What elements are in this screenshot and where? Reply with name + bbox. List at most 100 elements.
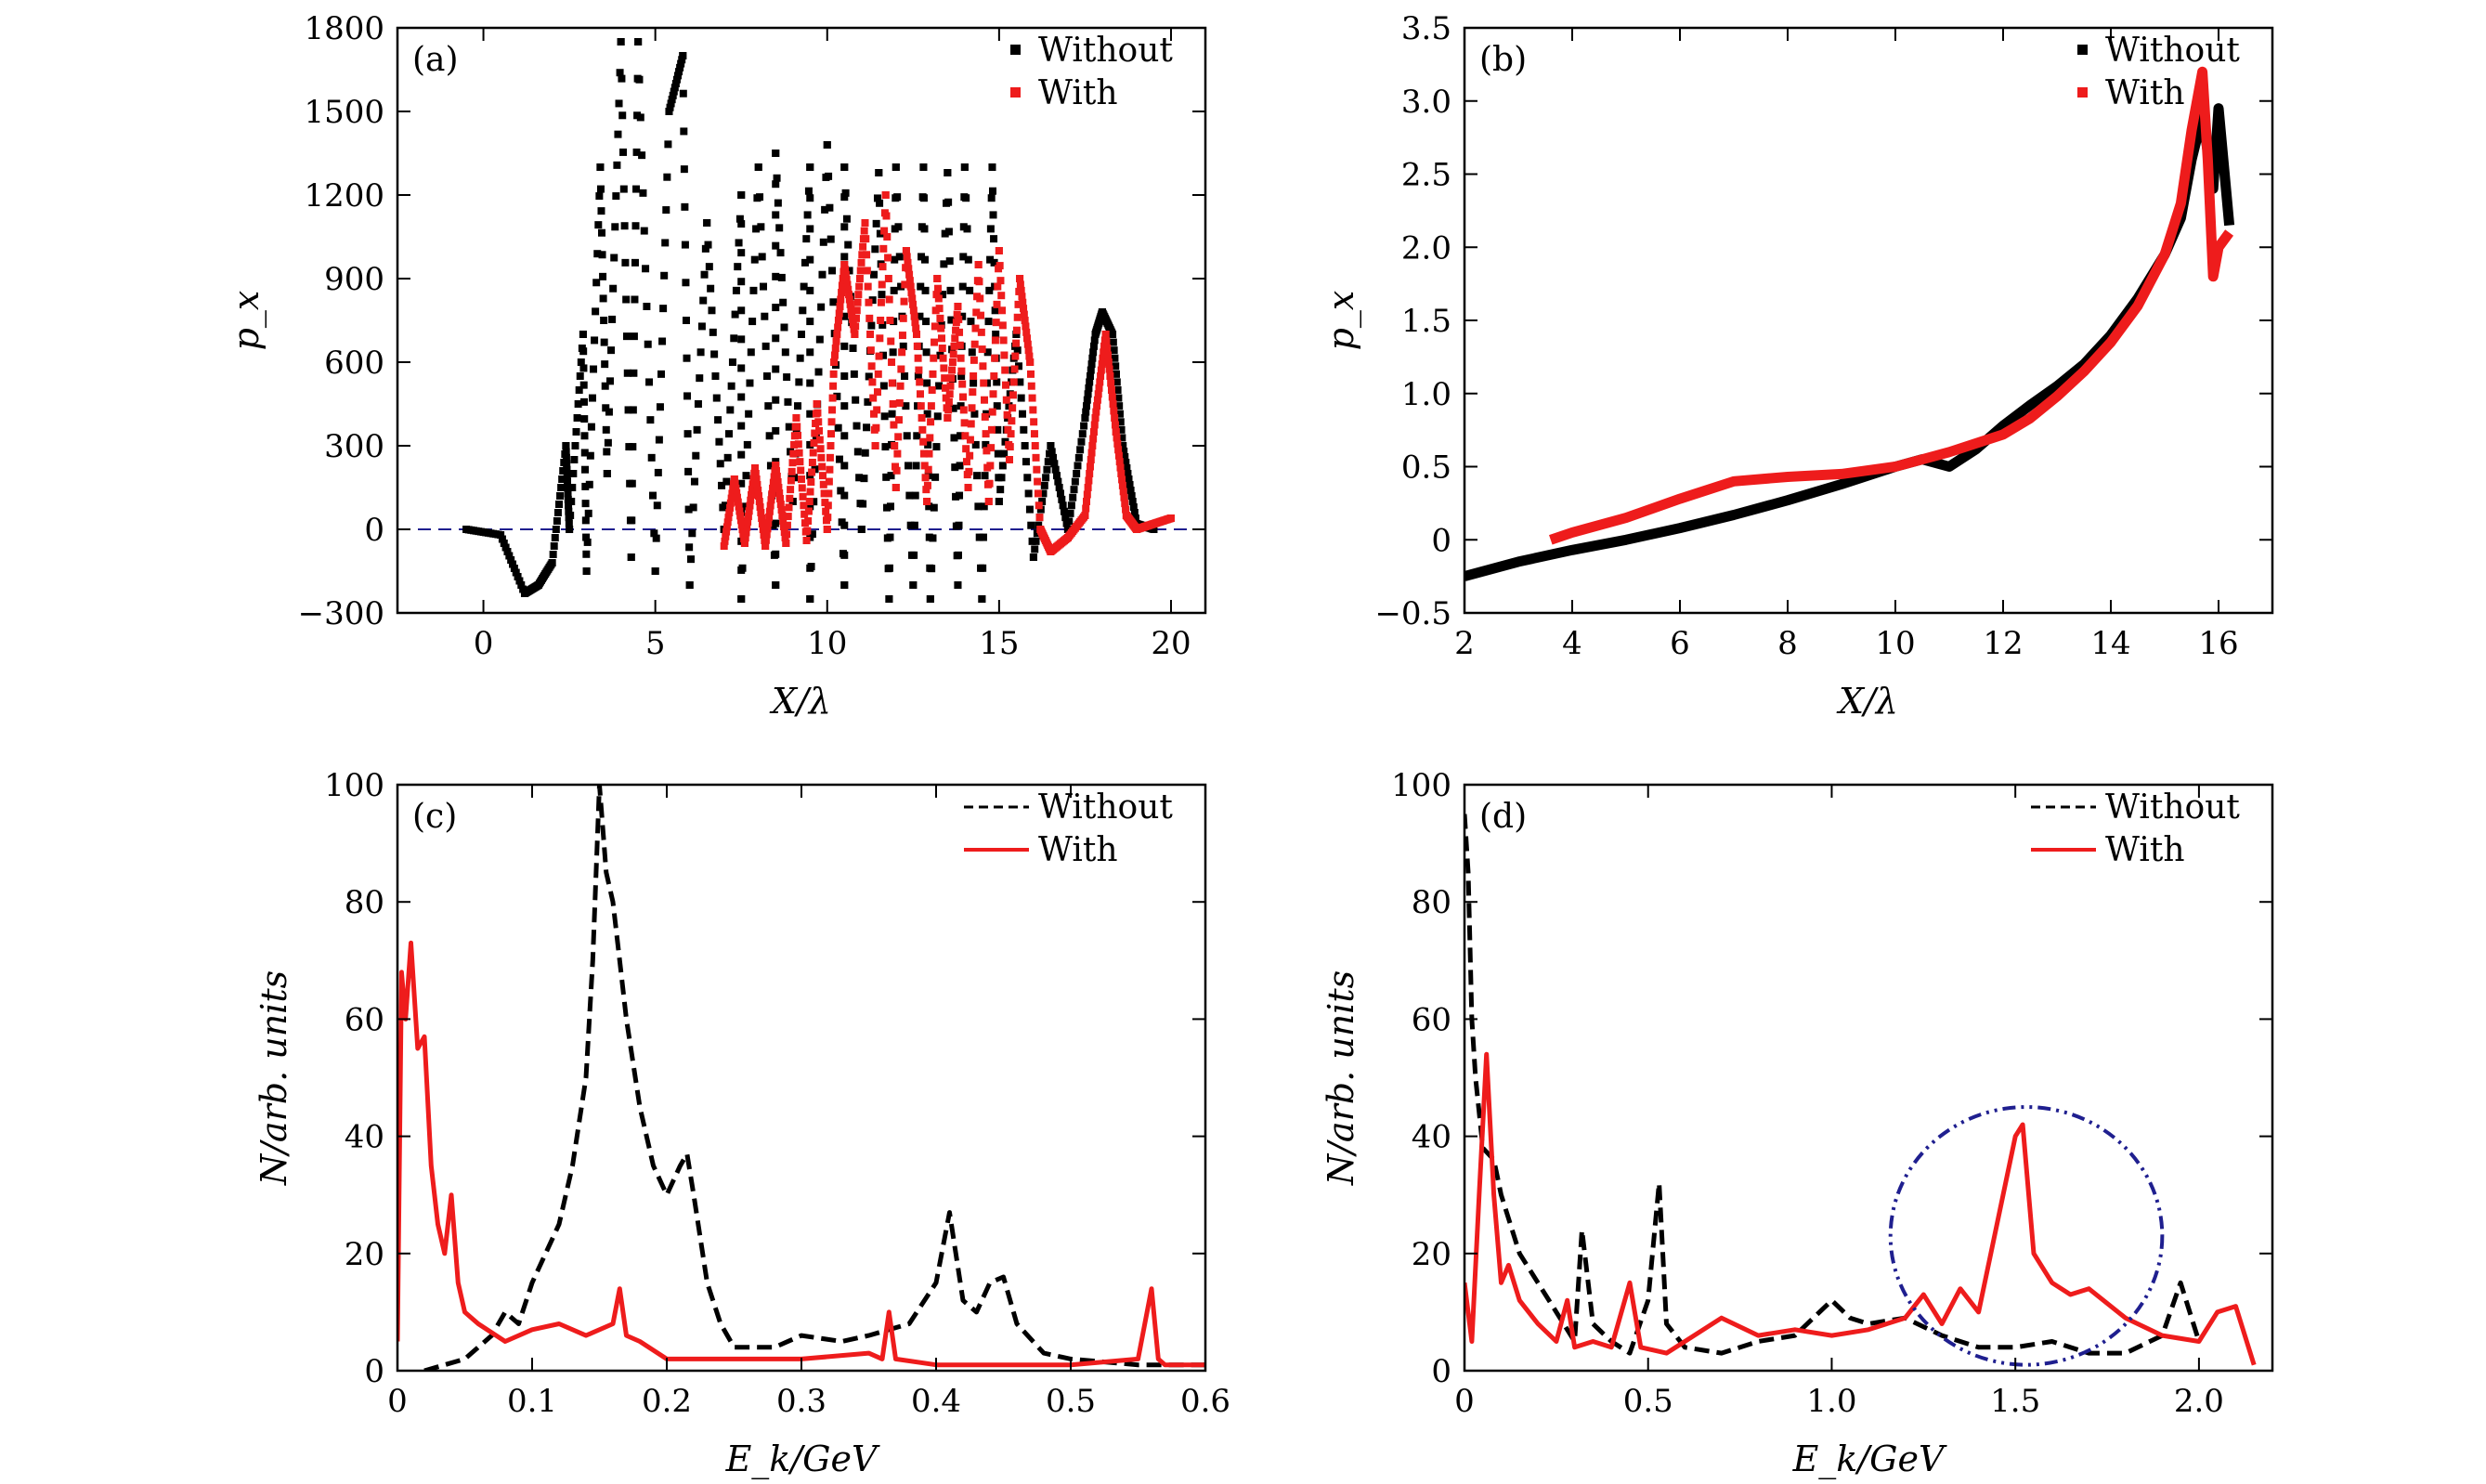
with-point — [725, 509, 734, 516]
without-point — [806, 255, 814, 264]
without-point — [741, 502, 749, 511]
with-point — [991, 354, 999, 362]
with-point — [1093, 396, 1101, 404]
with-point — [786, 494, 794, 502]
without-point — [1043, 465, 1051, 474]
without-point — [599, 272, 607, 280]
with-point — [941, 384, 949, 392]
without-point — [582, 567, 591, 575]
without-point — [1126, 481, 1134, 488]
without-point — [772, 519, 780, 527]
without-point — [573, 414, 581, 422]
without-point — [1115, 402, 1124, 410]
with-point — [1089, 435, 1098, 443]
with-point — [908, 294, 917, 303]
with-point — [915, 366, 923, 374]
without-point — [921, 255, 930, 264]
with-point — [721, 537, 729, 545]
without-point — [914, 372, 922, 380]
without-point — [1128, 498, 1137, 505]
y-tick-label: 300 — [324, 428, 384, 465]
with-point — [905, 277, 914, 285]
without-point — [806, 440, 814, 449]
with-point — [958, 380, 967, 388]
without-point — [1115, 410, 1124, 418]
without-point — [1038, 498, 1047, 505]
without-point — [582, 550, 591, 558]
with-point — [914, 354, 922, 362]
with-point — [991, 336, 999, 345]
without-point — [806, 286, 814, 294]
without-point — [993, 402, 1001, 410]
with-point — [940, 364, 948, 372]
without-point — [662, 206, 670, 215]
with-point — [837, 295, 845, 304]
with-point — [1023, 334, 1032, 343]
without-point — [785, 423, 793, 431]
panel-label: (d) — [1479, 798, 1527, 836]
without-point — [1059, 501, 1067, 510]
with-point — [882, 212, 891, 220]
with-point — [1012, 326, 1021, 334]
without-point — [892, 163, 900, 171]
x-tick-label: 4 — [1562, 625, 1582, 662]
without-point — [888, 410, 896, 418]
without-point — [994, 425, 1002, 434]
with-point — [966, 451, 974, 460]
with-point — [777, 506, 786, 514]
without-point — [867, 321, 876, 330]
with-point — [722, 527, 731, 536]
without-point — [647, 453, 656, 462]
without-point — [746, 379, 754, 387]
x-tick-label: 14 — [2090, 625, 2130, 662]
without-point — [810, 498, 818, 506]
with-point — [1085, 476, 1093, 485]
with-point — [842, 276, 851, 284]
with-point — [888, 379, 896, 387]
without-point — [1088, 354, 1097, 362]
with-point — [754, 487, 762, 494]
with-point — [772, 462, 780, 469]
with-point — [1033, 465, 1041, 474]
x-tick-label: 10 — [807, 625, 847, 662]
without-point — [1125, 475, 1133, 483]
without-point — [594, 221, 603, 229]
without-point — [592, 307, 600, 316]
with-point — [916, 390, 924, 398]
without-point — [946, 286, 955, 294]
without-point — [929, 534, 937, 542]
without-point — [734, 263, 742, 271]
with-point — [997, 292, 1006, 300]
without-point — [772, 150, 780, 157]
without-point — [886, 502, 894, 511]
with-point — [1016, 275, 1024, 282]
y-tick-label: 80 — [1412, 884, 1451, 921]
without-point — [840, 193, 849, 202]
with-point — [868, 378, 877, 386]
without-point — [694, 400, 702, 408]
with-point — [834, 317, 842, 324]
with-point — [1097, 372, 1105, 380]
without-point — [923, 379, 931, 387]
y-tick-label: 900 — [324, 261, 384, 298]
with-point — [932, 291, 941, 299]
with-point — [965, 467, 973, 475]
without-point — [566, 526, 574, 533]
plot-area — [397, 785, 1205, 1371]
without-point — [631, 222, 640, 230]
without-point — [916, 312, 924, 320]
without-point — [876, 229, 884, 238]
with-point — [817, 453, 826, 462]
without-point — [617, 38, 625, 46]
with-point — [893, 449, 902, 458]
without-point — [873, 194, 881, 202]
without-point — [672, 75, 681, 84]
without-point — [1050, 460, 1059, 468]
without-point — [991, 306, 999, 315]
without-point — [1071, 477, 1079, 486]
without-point — [596, 163, 605, 171]
without-point — [622, 332, 631, 341]
with-point — [807, 478, 815, 486]
without-point — [1047, 442, 1055, 449]
without-point — [784, 397, 792, 406]
